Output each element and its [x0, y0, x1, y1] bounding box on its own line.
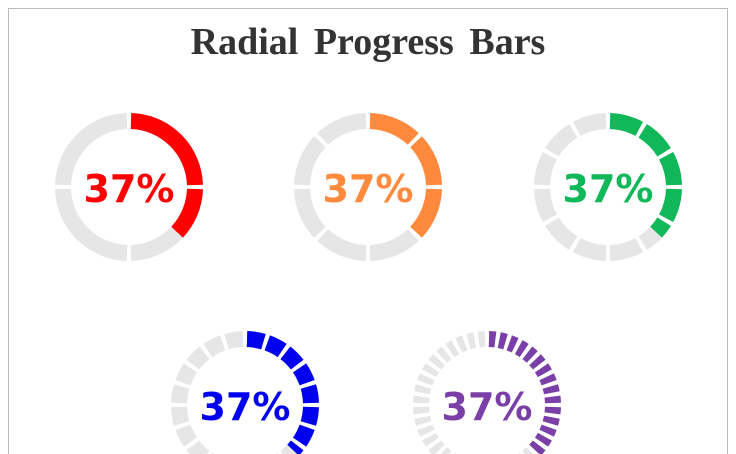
track-segment — [186, 440, 210, 454]
track-segment — [55, 113, 128, 186]
track-segment — [224, 331, 244, 350]
track-segment — [522, 447, 534, 454]
progress-segment — [280, 346, 304, 370]
track-segment — [436, 346, 452, 363]
track-segment — [440, 447, 452, 454]
track-segment — [445, 340, 460, 358]
progress-segment — [497, 332, 508, 350]
progress-segment — [539, 424, 557, 437]
track-segment — [422, 363, 440, 378]
progress-segment — [609, 113, 644, 137]
track-segment — [369, 229, 419, 261]
page-title: Radial Progress Bars — [191, 21, 546, 63]
progress-label: 37% — [84, 167, 175, 211]
progress-label: 37% — [200, 385, 291, 429]
progress-label: 37% — [563, 167, 654, 211]
progress-segment — [130, 113, 203, 186]
progress-segment — [658, 151, 682, 186]
track-segment — [417, 424, 435, 437]
progress-segment — [514, 340, 529, 358]
track-segment — [572, 237, 607, 261]
track-segment — [294, 188, 326, 238]
progress-segment — [300, 406, 319, 426]
progress-segment — [534, 432, 552, 447]
track-segment — [317, 113, 367, 145]
track-segment — [455, 335, 468, 353]
track-segment — [55, 188, 128, 261]
progress-segment — [534, 363, 552, 378]
progress-segment — [658, 188, 682, 223]
progress-segment — [246, 331, 266, 350]
progress-segment — [529, 440, 546, 454]
progress-segment — [292, 424, 315, 447]
progress-segment — [292, 363, 315, 386]
track-segment — [545, 217, 578, 250]
progress-label: 37% — [442, 385, 533, 429]
track-segment — [175, 363, 198, 386]
track-segment — [171, 384, 190, 404]
track-segment — [417, 373, 435, 386]
track-segment — [414, 415, 432, 426]
track-segment — [414, 384, 432, 395]
progress-segment — [300, 384, 319, 404]
track-segment — [545, 124, 578, 157]
track-segment — [317, 229, 367, 261]
progress-segment — [171, 188, 203, 238]
progress-segment — [410, 136, 442, 186]
progress-segment — [539, 373, 557, 386]
progress-segment — [506, 335, 519, 353]
track-segment — [534, 151, 558, 186]
progress-segment — [522, 346, 538, 363]
progress-segment — [542, 415, 560, 426]
progress-segment — [264, 335, 287, 358]
track-segment — [428, 440, 445, 454]
progress-segment — [542, 384, 560, 395]
progress-segment — [287, 440, 304, 454]
track-segment — [572, 113, 607, 137]
frame — [8, 8, 728, 454]
track-segment — [186, 346, 210, 370]
progress-segment — [650, 217, 671, 238]
track-segment — [171, 406, 190, 426]
track-segment — [294, 136, 326, 186]
track-segment — [422, 432, 440, 447]
progress-segment — [410, 188, 442, 238]
track-segment — [534, 188, 558, 223]
progress-segment — [529, 354, 546, 370]
track-segment — [428, 354, 445, 370]
track-segment — [203, 335, 226, 358]
progress-label: 37% — [323, 167, 414, 211]
progress-segment — [369, 113, 419, 145]
track-segment — [466, 332, 477, 350]
track-segment — [609, 237, 644, 261]
track-segment — [175, 424, 198, 447]
progress-segment — [638, 124, 671, 157]
